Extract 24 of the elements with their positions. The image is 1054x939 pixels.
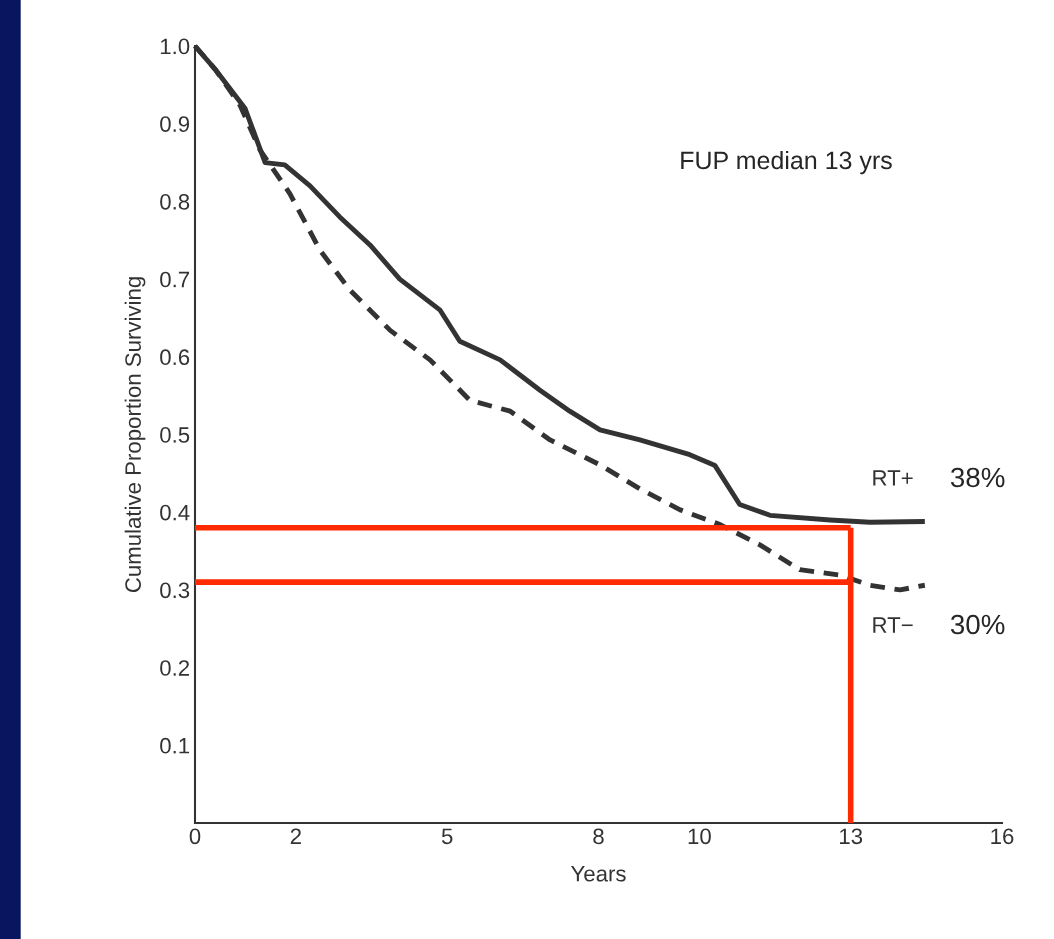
y-tick-label: 0.2 (160, 660, 190, 676)
y-tick-label: 0.4 (160, 504, 190, 521)
y-tick-label: 0.8 (160, 193, 190, 210)
annotation: FUP median 13 yrs (681, 150, 892, 175)
x-tick-label: 0 (189, 828, 201, 845)
x-axis-title: Years (570, 866, 626, 882)
x-tick-label: 13 (840, 828, 863, 845)
y-tick-label: 0.3 (160, 582, 190, 599)
x-tick-label: 16 (991, 828, 1014, 845)
y-tick-label: 0.9 (160, 116, 190, 132)
annotation: 38% (950, 467, 1005, 488)
y-tick-label: 0.1 (160, 737, 190, 754)
annotation: 30% (950, 614, 1005, 635)
y-tick-label: 0.7 (160, 271, 190, 288)
y-tick-label: 0.6 (160, 349, 190, 366)
y-tick-label: 1.0 (160, 38, 190, 55)
x-tick-label: 10 (688, 828, 711, 845)
x-tick-label: 8 (593, 828, 604, 845)
series-label: RT− (873, 617, 913, 633)
y-axis-title: Cumulative Proportion Surviving (124, 277, 146, 593)
x-tick-label: 5 (441, 828, 453, 845)
y-tick-label: 0.5 (160, 427, 190, 443)
x-tick-label: 2 (290, 828, 301, 844)
series-label: RT+ (873, 470, 913, 486)
